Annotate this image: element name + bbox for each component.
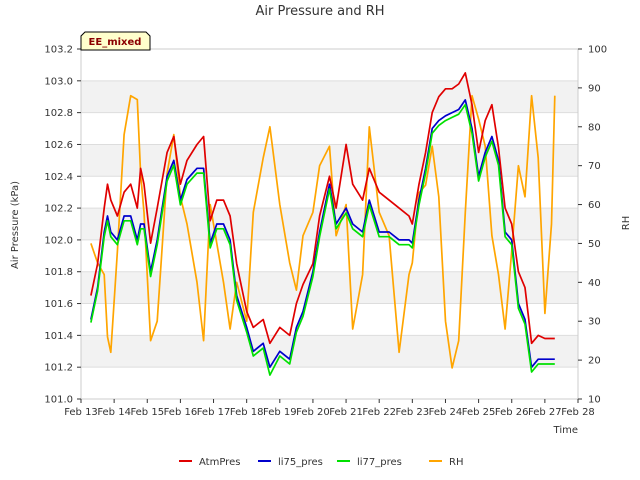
- x-tick-label: Feb 27: [528, 407, 562, 418]
- series-layer: [90, 72, 556, 376]
- x-tick-label: Feb 28: [561, 407, 595, 418]
- x-ticks: Feb 13 Feb 14 Feb 15 Feb 16 Feb 17 Feb 18 Feb …: [64, 399, 595, 418]
- x-tick-label: Feb 23: [396, 407, 430, 418]
- y-left-ticks: 101.0 101.2 101.4 101.6 101.8 102.0 102.2 102.4…: [44, 45, 81, 406]
- x-tick-label: Feb 20: [296, 407, 330, 418]
- chart-title: Air Pressure and RH: [255, 4, 384, 19]
- y-left-tick-label: 103.2: [44, 45, 73, 56]
- site-tag-text: EE_mixed: [89, 37, 142, 48]
- x-tick-label: Feb 14: [97, 407, 131, 418]
- series-line-li77_pres: [90, 103, 555, 376]
- legend-label: RH: [449, 457, 463, 468]
- grid-band: [81, 335, 578, 368]
- legend-label: li77_pres: [357, 457, 402, 468]
- y-left-tick-label: 101.4: [44, 331, 73, 342]
- y-left-tick-label: 101.6: [44, 299, 73, 310]
- series-line-RH: [90, 94, 556, 369]
- y-right-tick-label: 90: [588, 83, 601, 94]
- y-right-tick-label: 60: [588, 200, 601, 211]
- x-tick-label: Feb 17: [197, 407, 231, 418]
- y-left-tick-label: 101.8: [44, 267, 73, 278]
- x-tick-label: Feb 19: [263, 407, 297, 418]
- grid-band: [81, 80, 578, 113]
- y-right-tick-label: 50: [588, 239, 601, 250]
- series-line-AtmPres: [90, 72, 555, 345]
- y-left-axis-label: Air Pressure (kPa): [10, 181, 21, 269]
- y-right-tick-label: 100: [588, 45, 607, 56]
- y-right-tick-label: 70: [588, 161, 601, 172]
- legend-item-li77_pres: li77_pres: [337, 457, 402, 468]
- x-tick-label: Feb 18: [230, 407, 264, 418]
- y-right-tick-label: 30: [588, 317, 601, 328]
- y-right-tick-label: 80: [588, 122, 601, 133]
- x-tick-label: Feb 24: [429, 407, 463, 418]
- y-left-tick-label: 102.6: [44, 140, 73, 151]
- legend: AtmPres li75_pres li77_pres RH: [179, 457, 463, 468]
- y-left-tick-label: 101.0: [44, 395, 73, 406]
- legend-label: li75_pres: [278, 457, 323, 468]
- y-right-tick-label: 10: [588, 395, 601, 406]
- x-tick-label: Feb 21: [329, 407, 363, 418]
- y-left-tick-label: 101.2: [44, 363, 73, 374]
- x-tick-label: Feb 25: [462, 407, 496, 418]
- x-tick-label: Feb 26: [495, 407, 529, 418]
- x-tick-label: Feb 22: [362, 407, 396, 418]
- y-left-tick-label: 102.4: [44, 172, 73, 183]
- y-right-tick-label: 40: [588, 278, 601, 289]
- y-left-tick-label: 103.0: [44, 76, 73, 87]
- y-left-tick-label: 102.0: [44, 235, 73, 246]
- plot-frame: [80, 48, 579, 400]
- y-right-axis-label: RH: [621, 216, 632, 230]
- x-tick-label: Feb 16: [164, 407, 198, 418]
- y-left-tick-label: 102.2: [44, 204, 73, 215]
- legend-item-li75_pres: li75_pres: [258, 457, 323, 468]
- y-left-tick-label: 102.8: [44, 108, 73, 119]
- legend-item-AtmPres: AtmPres: [179, 457, 240, 468]
- grid-band: [81, 271, 578, 304]
- y-right-ticks: 10 20 30 40 50 60 70 80 90 100: [578, 45, 607, 406]
- x-tick-label: Feb 13: [64, 407, 98, 418]
- legend-label: AtmPres: [199, 457, 240, 468]
- x-axis-label: Time: [553, 425, 578, 436]
- legend-item-RH: RH: [429, 457, 463, 468]
- x-tick-label: Feb 15: [130, 407, 164, 418]
- y-right-tick-label: 20: [588, 356, 601, 367]
- site-tag-box: [80, 31, 151, 51]
- site-tag: EE_mixed: [80, 31, 151, 51]
